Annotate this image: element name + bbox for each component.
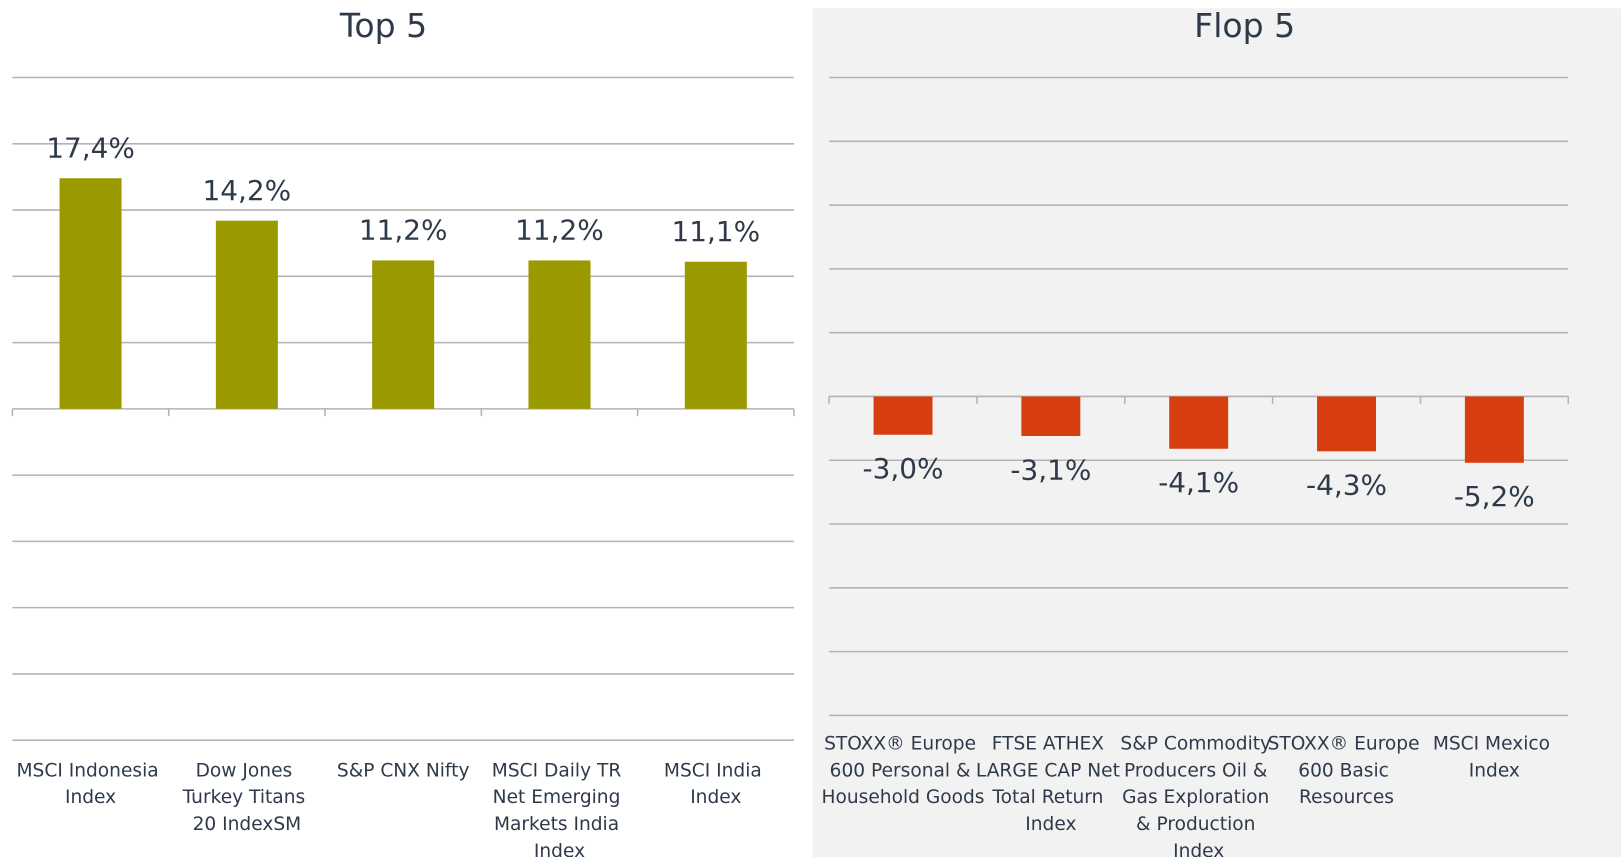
x-tick-label: S&P CNX Nifty <box>337 760 470 781</box>
bar <box>215 220 278 409</box>
value-label: -4,1% <box>1158 466 1239 499</box>
x-tick-label: MSCI Indonesia Index <box>17 760 165 808</box>
bar <box>1317 396 1376 452</box>
value-label: 17,4% <box>46 132 135 165</box>
bar <box>873 396 933 435</box>
value-label: 14,2% <box>203 174 292 207</box>
chart-title: Flop 5 <box>1194 6 1295 45</box>
x-tick-label: MSCI Mexico Index <box>1433 733 1556 781</box>
x-tick-label: FTSE ATHEX LARGE CAP Net Total Return In… <box>976 733 1126 835</box>
bar <box>1464 396 1524 463</box>
value-label: -3,1% <box>1010 453 1091 486</box>
value-label: -5,2% <box>1454 480 1535 513</box>
x-tick-label: MSCI Daily TR Net Emerging Markets India… <box>492 760 627 857</box>
value-label: -4,3% <box>1306 469 1387 502</box>
value-label: -3,0% <box>863 452 944 485</box>
x-tick-label: MSCI India Index <box>664 760 768 808</box>
bar <box>1021 396 1081 436</box>
x-tick-label: STOXX® Europe 600 Basic Resources <box>1268 733 1426 808</box>
bar <box>1169 396 1229 449</box>
value-label: 11,2% <box>515 214 604 247</box>
chart-title: Top 5 <box>339 6 427 45</box>
value-label: 11,1% <box>671 215 760 248</box>
value-label: 11,2% <box>359 214 448 247</box>
bar <box>59 178 122 409</box>
bar <box>372 260 435 409</box>
bar <box>684 261 747 409</box>
x-tick-label: Dow Jones Turkey Titans 20 IndexSM <box>182 760 311 835</box>
bar <box>528 260 591 409</box>
x-tick-label: STOXX® Europe 600 Personal & Household G… <box>822 733 985 808</box>
x-tick-label: S&P Commodity Producers Oil & Gas Explor… <box>1120 733 1277 857</box>
